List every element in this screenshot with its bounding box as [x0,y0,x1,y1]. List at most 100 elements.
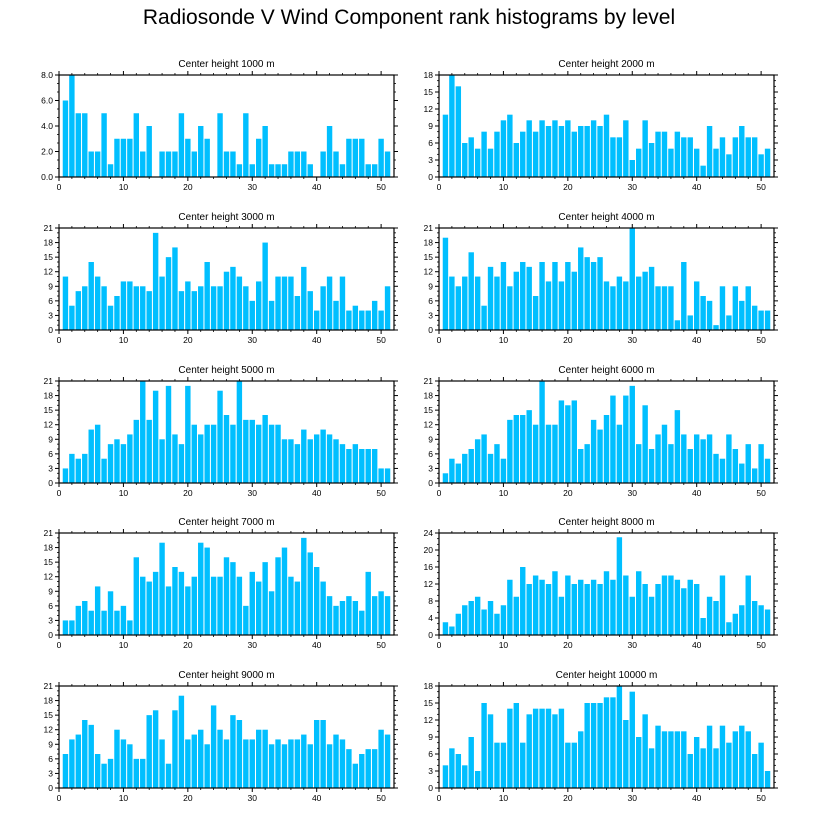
y-tick-label: 3 [428,155,433,165]
histogram-bar [629,596,635,635]
histogram-bar [107,444,114,483]
histogram-bar [590,120,597,177]
histogram-bar [642,584,648,635]
histogram-bar [751,601,758,635]
histogram-bar [378,310,384,330]
histogram-bar [69,739,75,788]
histogram-bar [236,276,243,330]
histogram-bar [94,586,101,635]
y-tick-label: 15 [44,252,54,262]
histogram-bar [146,291,152,330]
histogram-bar [764,310,771,330]
panel-title: Center height 4000 m [558,212,654,223]
histogram-bar [378,729,384,788]
histogram-bar [69,620,75,635]
y-tick-label: 12 [424,104,434,114]
x-tick-label: 20 [563,640,573,650]
y-tick-label: 0 [48,630,53,640]
histogram-bar [603,281,610,330]
histogram-bar [268,300,275,330]
histogram-bar [507,419,513,483]
histogram-bar [204,744,210,788]
histogram-bar [616,537,623,635]
histogram-bar [739,300,745,330]
x-tick-label: 10 [119,335,129,345]
histogram-bar [713,748,719,788]
histogram-bar [719,137,726,177]
histogram-bar [101,763,107,788]
histogram-bar [552,571,558,635]
histogram-bar [294,739,301,788]
histogram-bar [449,458,455,483]
y-tick-label: 12 [44,267,54,277]
histogram-bar [500,605,507,635]
histogram-bar [455,463,462,483]
histogram-bar [133,286,140,330]
histogram-bar [500,742,507,788]
histogram-bar [558,596,565,635]
histogram-bar [687,449,693,483]
histogram-bar [616,424,623,483]
histogram-bar [223,271,230,330]
x-tick-label: 40 [312,488,322,498]
y-tick-label: 15 [44,710,54,720]
y-tick-label: 9 [48,281,53,291]
histogram-bar [313,310,320,330]
histogram-bar [307,552,313,635]
histogram-bar [339,276,346,330]
histogram-bar [301,266,307,330]
histogram-bar [610,137,616,177]
histogram-bar [101,286,107,330]
histogram-bar [681,434,687,483]
histogram-bar [655,725,661,788]
y-tick-label: 3 [428,463,433,473]
histogram-bar [165,385,172,483]
x-tick-label: 0 [57,488,62,498]
histogram-bar [578,449,584,483]
y-tick-label: 0 [428,325,433,335]
histogram-bar [384,286,391,330]
histogram-bar [565,742,571,788]
histogram-bar [545,424,552,483]
histogram-bar [455,286,462,330]
histogram-bar [693,737,700,788]
histogram-bar [371,596,378,635]
histogram-bar [513,271,520,330]
x-tick-label: 20 [563,335,573,345]
histogram-bar [745,731,751,788]
x-tick-label: 40 [692,335,702,345]
histogram-bar [288,739,294,788]
histogram-bar [739,463,745,483]
histogram-bar [719,725,726,788]
histogram-bar [359,138,365,177]
histogram-bar [236,381,243,483]
y-tick-label: 12 [44,725,54,735]
histogram-bar [481,434,487,483]
histogram-bar [365,310,371,330]
histogram-bar [307,744,313,788]
histogram-bar [584,126,590,177]
y-tick-label: 12 [424,267,434,277]
histogram-bar [101,113,107,177]
histogram-bar [243,739,249,788]
histogram-bar [539,381,545,483]
histogram-bar [526,584,532,635]
histogram-bar [120,605,127,635]
y-tick-label: 9 [48,739,53,749]
histogram-bar [629,691,635,788]
histogram-bar [339,739,346,788]
histogram-bar [120,739,127,788]
histogram-bar [204,262,210,330]
y-tick-label: 6.0 [41,96,53,106]
histogram-bar [333,734,339,788]
histogram-bar [346,310,352,330]
panel-title: Center height 9000 m [178,670,274,681]
histogram-bar [571,131,577,177]
x-tick-label: 0 [57,182,62,192]
histogram-bar [481,703,487,788]
histogram-bar [198,729,204,788]
histogram-bar [481,609,487,635]
x-tick-label: 50 [756,182,766,192]
histogram-bar [571,271,577,330]
